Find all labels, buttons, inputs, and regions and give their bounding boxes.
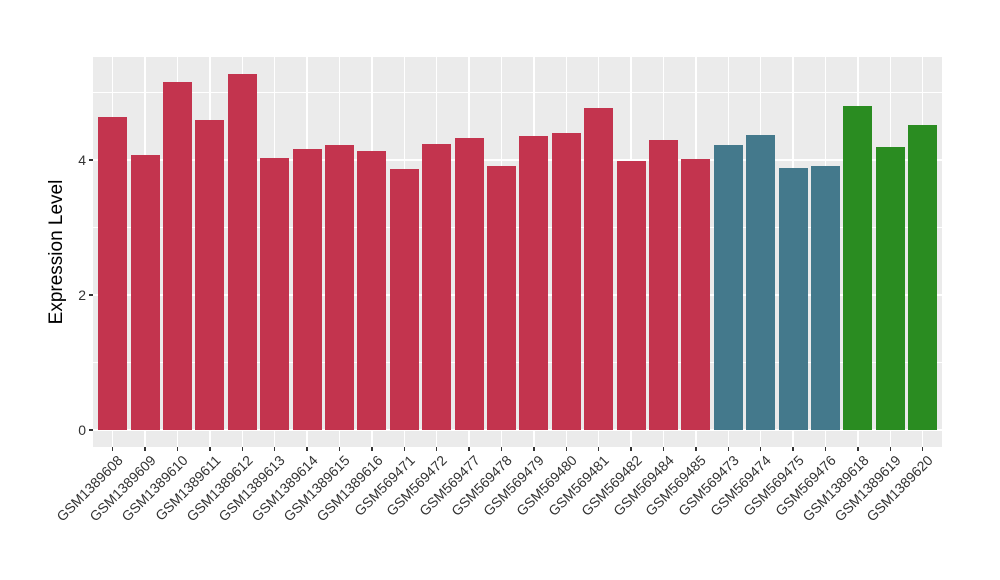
y-tick (89, 429, 93, 431)
bar-GSM569482 (616, 160, 646, 430)
x-tick (921, 447, 924, 451)
x-tick (468, 447, 470, 451)
minor-gridline (93, 227, 942, 228)
x-tick (857, 447, 859, 451)
minor-gridline (93, 92, 942, 93)
x-tick (435, 447, 438, 451)
bar-GSM569480 (551, 133, 581, 430)
bar-GSM1389616 (357, 150, 387, 430)
bar-GSM1389610 (163, 81, 192, 430)
x-tick (662, 447, 665, 451)
bar-GSM569485 (681, 159, 711, 430)
x-tick (630, 447, 632, 451)
x-tick (403, 447, 406, 451)
y-tick-label: 0 (78, 422, 86, 438)
bar-GSM1389608 (98, 117, 128, 430)
x-tick (500, 447, 503, 451)
bar-GSM569475 (778, 168, 808, 430)
bar-GSM569481 (584, 108, 614, 430)
x-tick (597, 447, 600, 451)
bar-GSM1389614 (292, 149, 322, 430)
bar-GSM1389619 (875, 146, 905, 430)
x-tick (338, 447, 341, 451)
y-tick (89, 294, 93, 296)
y-tick-label: 4 (78, 152, 86, 168)
x-tick (889, 447, 892, 451)
bar-GSM1389618 (843, 106, 873, 430)
x-tick (144, 447, 146, 451)
x-tick (306, 447, 308, 451)
bar-GSM569471 (389, 168, 419, 430)
x-tick (111, 447, 114, 451)
y-tick (89, 159, 93, 161)
major-gridline (93, 294, 942, 296)
bar-GSM1389620 (908, 124, 938, 430)
bar-GSM569472 (422, 144, 452, 430)
bar-GSM1389615 (325, 145, 354, 430)
x-tick (176, 447, 179, 451)
bar-GSM1389611 (195, 120, 225, 430)
x-tick (209, 447, 211, 451)
bar-GSM1389613 (260, 157, 290, 430)
minor-gridline (93, 362, 942, 363)
y-tick-label: 2 (78, 287, 86, 303)
y-axis-title: Expression Level (46, 179, 67, 325)
bar-GSM569478 (487, 166, 516, 430)
x-tick (824, 447, 827, 451)
x-tick (759, 447, 762, 451)
x-tick (565, 447, 568, 451)
bar-GSM569476 (811, 166, 840, 430)
x-tick (533, 447, 535, 451)
x-tick (371, 447, 373, 451)
x-tick (695, 447, 697, 451)
plot-panel (93, 57, 942, 447)
major-gridline (93, 429, 942, 431)
bar-GSM569474 (746, 135, 776, 430)
x-tick (241, 447, 244, 451)
bar-GSM569479 (519, 136, 549, 430)
bar-GSM1389612 (227, 73, 257, 430)
bar-GSM569484 (649, 140, 678, 430)
bar-GSM569477 (454, 137, 484, 430)
bar-GSM569473 (713, 145, 743, 430)
x-tick (792, 447, 794, 451)
major-gridline (93, 159, 942, 161)
x-tick (273, 447, 276, 451)
bar-GSM1389609 (130, 155, 160, 430)
x-tick (727, 447, 730, 451)
